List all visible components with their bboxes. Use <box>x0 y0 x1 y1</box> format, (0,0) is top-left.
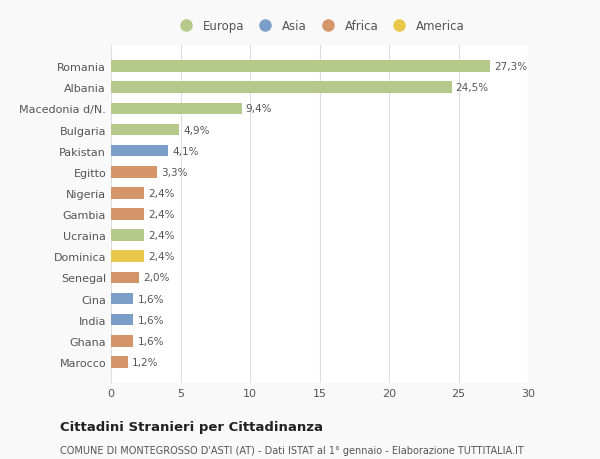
Bar <box>111 251 145 263</box>
Bar <box>111 356 128 368</box>
Bar <box>111 209 145 220</box>
Bar <box>111 272 139 284</box>
Bar <box>111 335 133 347</box>
Bar <box>111 146 168 157</box>
Text: 1,6%: 1,6% <box>137 336 164 346</box>
Text: 1,6%: 1,6% <box>137 294 164 304</box>
Bar <box>111 188 145 199</box>
Text: 24,5%: 24,5% <box>456 83 489 93</box>
Text: 2,4%: 2,4% <box>149 210 175 219</box>
Text: 2,4%: 2,4% <box>149 252 175 262</box>
Text: Cittadini Stranieri per Cittadinanza: Cittadini Stranieri per Cittadinanza <box>60 420 323 433</box>
Bar <box>111 82 452 94</box>
Bar <box>111 124 179 136</box>
Bar <box>111 103 242 115</box>
Text: 1,2%: 1,2% <box>132 357 158 367</box>
Text: 3,3%: 3,3% <box>161 168 188 178</box>
Text: 9,4%: 9,4% <box>246 104 272 114</box>
Bar <box>111 167 157 178</box>
Text: COMUNE DI MONTEGROSSO D'ASTI (AT) - Dati ISTAT al 1° gennaio - Elaborazione TUTT: COMUNE DI MONTEGROSSO D'ASTI (AT) - Dati… <box>60 445 524 455</box>
Text: 2,4%: 2,4% <box>149 231 175 241</box>
Text: 2,0%: 2,0% <box>143 273 169 283</box>
Bar <box>111 314 133 326</box>
Text: 2,4%: 2,4% <box>149 189 175 198</box>
Legend: Europa, Asia, Africa, America: Europa, Asia, Africa, America <box>172 18 467 36</box>
Bar <box>111 293 133 305</box>
Bar <box>111 61 490 73</box>
Text: 1,6%: 1,6% <box>137 315 164 325</box>
Bar <box>111 230 145 241</box>
Text: 4,1%: 4,1% <box>172 146 199 157</box>
Text: 27,3%: 27,3% <box>494 62 528 72</box>
Text: 4,9%: 4,9% <box>183 125 210 135</box>
